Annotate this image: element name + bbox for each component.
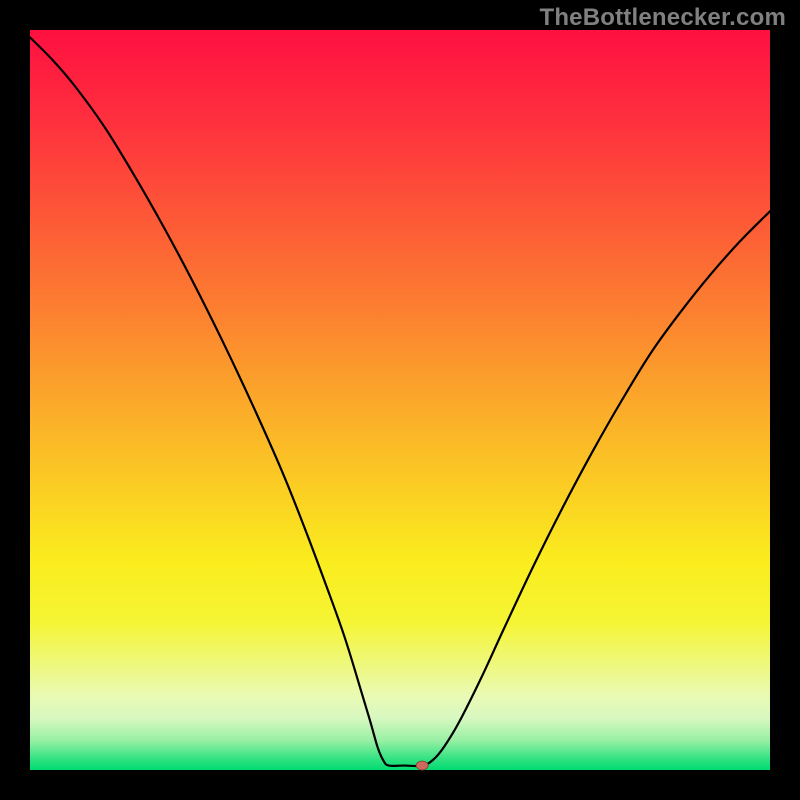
chart-gradient-background [30,30,770,770]
watermark-text: TheBottlenecker.com [539,4,786,32]
bottleneck-chart [0,0,800,800]
optimal-point-marker [416,761,428,770]
